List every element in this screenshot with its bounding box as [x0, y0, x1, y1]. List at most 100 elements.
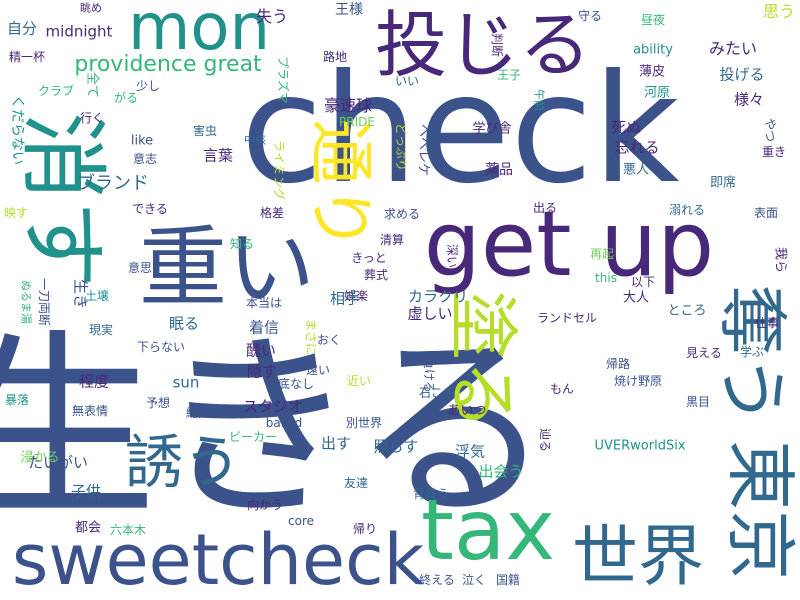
word: 泣く: [461, 573, 487, 587]
word: 誘う: [124, 428, 242, 496]
word: 背負う: [412, 487, 450, 501]
word: 映す: [3, 206, 29, 220]
word: もん: [549, 382, 575, 396]
word: 昼夜: [640, 13, 666, 27]
word: 眺め: [80, 1, 102, 15]
word: 世界: [572, 518, 704, 595]
word: 六本木: [109, 523, 147, 537]
word: 意志: [132, 152, 158, 166]
word: 遠い: [305, 363, 331, 377]
word: 思う: [762, 2, 796, 21]
word: 終える: [419, 573, 455, 587]
word: あいつ: [447, 403, 487, 419]
word: 通り: [302, 119, 379, 251]
word: 出る: [532, 201, 558, 215]
word: がる: [113, 91, 139, 105]
word: UVERworldSix: [594, 438, 686, 454]
word: まさに: [304, 318, 318, 356]
word: 王様: [335, 2, 363, 18]
word: providence great: [74, 52, 262, 77]
word: 即席: [709, 175, 737, 191]
word: 眠る: [168, 314, 200, 333]
word: like: [130, 133, 154, 149]
word: sun: [172, 373, 200, 392]
word: 暴落: [4, 393, 30, 407]
word: 別世界: [345, 416, 383, 430]
word: this: [595, 271, 617, 285]
word: 投じる: [374, 3, 592, 87]
word: たいがい: [27, 453, 89, 472]
word: 生きる: [0, 313, 554, 546]
word: 言葉: [202, 146, 234, 165]
word: 悪人: [622, 162, 650, 178]
word: 失う: [255, 7, 289, 26]
word: 出会う: [478, 462, 524, 481]
word: 一刀両断: [37, 277, 51, 327]
word: 無表情: [71, 404, 109, 418]
word: 学ぶ: [739, 345, 765, 359]
word: クラブ: [37, 84, 75, 98]
word: 表面: [753, 206, 779, 220]
word: 清算: [379, 233, 405, 247]
word: 中核: [244, 133, 266, 147]
word: get up: [423, 192, 715, 297]
word: 様々: [733, 90, 765, 109]
word: 下らない: [136, 340, 186, 354]
word: baked: [265, 416, 303, 430]
word: 向かう: [246, 498, 284, 512]
word: ぬるま湯: [19, 280, 33, 324]
word: 現実: [88, 323, 114, 337]
word: 仕事: [754, 316, 780, 330]
word: くだらない: [9, 95, 25, 165]
word: 予想: [145, 396, 171, 410]
word: 焼け野原: [613, 374, 663, 388]
word: やつ: [763, 117, 777, 143]
word: 深い: [445, 243, 459, 269]
word: 判断: [490, 32, 504, 58]
word: 知る: [229, 237, 255, 251]
word: 忘れる: [614, 138, 660, 157]
word: tax: [420, 481, 556, 579]
word: 消す: [11, 111, 114, 289]
word: 死ぬ: [610, 118, 642, 137]
word: 格差: [259, 206, 285, 220]
word: ブランド: [77, 173, 149, 194]
word: 再起: [589, 247, 615, 261]
word: 溺れる: [668, 203, 706, 217]
word: 負ける: [422, 356, 436, 394]
word: 着信: [248, 318, 280, 337]
word: 大人: [622, 290, 650, 306]
word: 本当は: [245, 296, 283, 310]
word: 近い: [346, 374, 372, 388]
word: sweetcheck: [11, 519, 425, 600]
word: ランドセル: [536, 311, 598, 325]
word: 縮図: [185, 406, 211, 420]
word: どっぷり: [394, 122, 408, 172]
word: 守る: [577, 9, 603, 23]
word: PRIDE: [339, 115, 375, 129]
word: 帰り: [352, 522, 378, 536]
word: 照らす: [373, 437, 419, 456]
word: 少し: [135, 79, 161, 93]
word: 自分: [6, 19, 38, 38]
word: 重き: [761, 145, 787, 159]
word: 国籍: [495, 573, 521, 587]
word: 路地: [322, 50, 348, 64]
word: 浸かる: [20, 450, 60, 466]
word: 学び舎: [472, 121, 512, 137]
word: カラクリ: [407, 287, 469, 306]
word: core: [288, 514, 314, 528]
word: 底なし: [277, 377, 315, 391]
word: 豪速球: [323, 96, 373, 115]
word: 葬式: [363, 268, 389, 282]
word: 程度: [78, 372, 110, 391]
word: いい: [394, 74, 420, 88]
word: 黒目: [685, 395, 711, 409]
word: 我ら: [772, 246, 788, 274]
word: 虚しい: [407, 304, 453, 323]
word: 生き: [71, 278, 90, 310]
word: 王子: [496, 68, 522, 82]
word: 石ころ: [418, 386, 456, 400]
word: 全て: [84, 71, 100, 99]
